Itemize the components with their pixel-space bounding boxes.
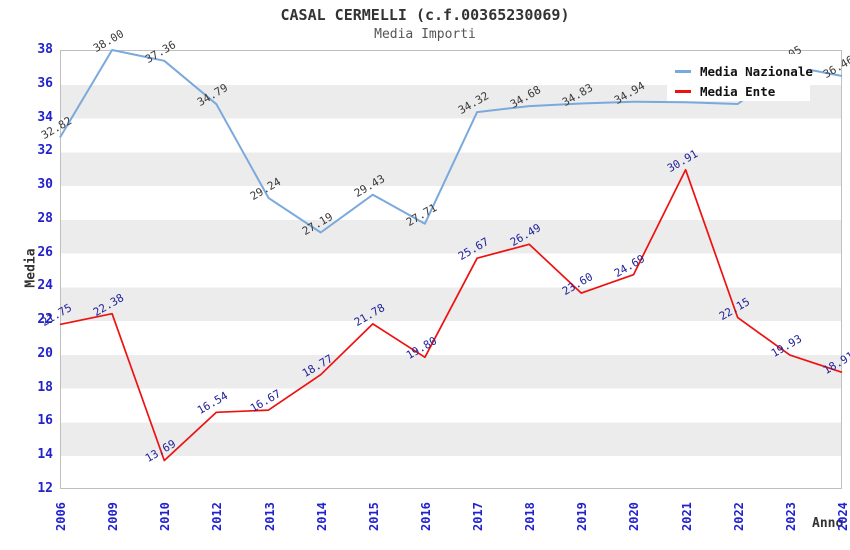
y-tick-label: 34 — [37, 109, 53, 125]
y-tick-label: 30 — [37, 177, 53, 193]
media-nazionale-line-swatch-icon — [675, 69, 691, 73]
x-axis-title: Anno — [812, 516, 844, 531]
x-tick-label: 2020 — [627, 502, 642, 531]
chart-title: CASAL CERMELLI (c.f.00365230069) — [280, 6, 570, 24]
y-tick-label: 26 — [37, 244, 53, 260]
y-tick-label: 28 — [37, 210, 53, 226]
chart-subtitle: Media Importi — [374, 27, 476, 42]
x-tick-label: 2017 — [471, 502, 486, 531]
x-tick-label: 2018 — [523, 502, 538, 531]
x-tick-label: 2021 — [679, 502, 694, 531]
x-tick-label: 2015 — [366, 502, 381, 531]
y-tick-label: 18 — [37, 379, 53, 395]
media-ente-line-swatch-icon — [675, 89, 691, 93]
y-tick-label: 32 — [37, 143, 53, 159]
x-tick-label: 2016 — [418, 502, 433, 531]
y-tick-label: 22 — [37, 312, 53, 328]
legend: Media Nazionale Media Ente — [667, 54, 813, 101]
y-tick-label: 16 — [37, 413, 53, 429]
legend-label: Media Nazionale — [700, 63, 813, 79]
x-tick-label: 2023 — [783, 502, 798, 531]
series-line-media-ente — [59, 168, 843, 462]
y-tick-label: 14 — [37, 447, 53, 463]
y-tick-label: 12 — [37, 481, 53, 496]
series-lines — [59, 49, 843, 462]
plot-area — [60, 50, 842, 489]
x-tick-label: 2013 — [262, 502, 277, 531]
legend-item-media-nazionale: Media Nazionale — [675, 61, 813, 81]
x-tick-label: 2024 — [836, 502, 850, 531]
x-tick-label: 2022 — [731, 502, 746, 531]
y-tick-label: 24 — [37, 278, 53, 294]
y-tick-label: 20 — [37, 345, 53, 361]
y-tick-label: 38 — [37, 42, 53, 57]
series-line-media-nazionale — [59, 49, 843, 234]
legend-item-media-ente: Media Ente — [675, 81, 810, 101]
x-tick-label: 2009 — [106, 502, 121, 531]
legend-label: Media Ente — [700, 83, 776, 99]
x-tick-label: 2019 — [575, 502, 590, 531]
x-tick-label: 2014 — [314, 502, 329, 531]
x-tick-label: 2012 — [210, 502, 225, 531]
x-tick-label: 2010 — [158, 502, 173, 531]
y-tick-label: 36 — [37, 75, 53, 91]
x-tick-label: 2006 — [54, 502, 68, 531]
